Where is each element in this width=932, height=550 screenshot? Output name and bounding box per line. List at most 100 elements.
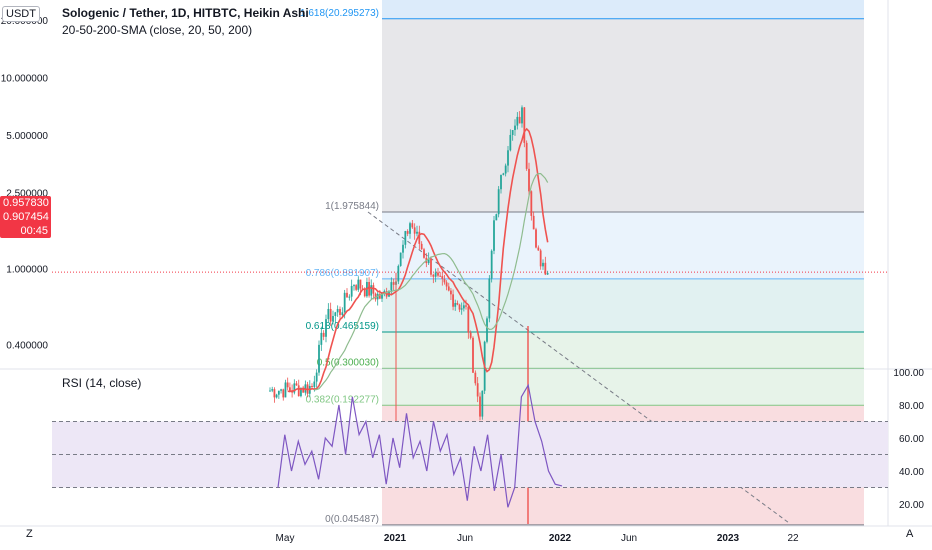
candle-body <box>357 279 360 290</box>
rsi-tick-label: 60.00 <box>899 434 924 445</box>
candle-body <box>525 142 528 169</box>
candle-body <box>420 243 423 250</box>
fib-level-label: 1(1.975844) <box>325 201 379 212</box>
candle-body <box>336 309 339 313</box>
candle-body <box>469 332 472 338</box>
rsi-line <box>277 383 563 508</box>
rsi-tick-label: 80.00 <box>899 401 924 412</box>
candle-body <box>486 318 488 342</box>
price-tick-label: 1.000000 <box>6 265 48 276</box>
candle-body <box>452 294 454 307</box>
rsi-tick-label: 20.00 <box>899 500 924 511</box>
candle-body <box>390 282 393 291</box>
zoom-button[interactable]: Z <box>26 528 33 540</box>
candle-body <box>418 231 421 244</box>
candle-body <box>423 249 425 258</box>
candle-body <box>450 290 452 295</box>
candle-body <box>318 344 320 373</box>
candle-body <box>332 315 334 322</box>
candle-body <box>472 337 474 373</box>
candle-body <box>454 303 457 307</box>
candle-body <box>465 305 467 307</box>
candle-body <box>341 312 344 315</box>
candle-body <box>439 275 442 277</box>
candle-body <box>490 250 493 279</box>
candle-body <box>413 227 416 234</box>
fib-level-label: 0.5(0.300030) <box>317 357 379 368</box>
candle-body <box>409 223 411 234</box>
candle-body <box>537 247 540 251</box>
candle-body <box>539 250 542 267</box>
candle-body <box>277 390 280 395</box>
candle-body <box>523 107 526 143</box>
candle-body <box>288 387 291 391</box>
price-tag-stack: 0.957830 0.907454 00:45 <box>0 196 51 238</box>
candle-body <box>462 305 465 309</box>
candle-body <box>530 191 533 216</box>
candle-body <box>546 273 549 275</box>
sma-20-line <box>287 127 549 393</box>
candle-body <box>521 107 523 124</box>
candle-body <box>443 278 446 283</box>
candle-body <box>493 220 495 251</box>
axes: 20.00000010.0000005.0000002.5000001.0000… <box>1 16 925 544</box>
candle-body <box>404 231 407 245</box>
candle-body <box>516 116 519 126</box>
candle-body <box>297 385 300 397</box>
rsi-panel <box>52 383 888 508</box>
auto-scale-button[interactable]: A <box>906 528 914 540</box>
candle-body <box>416 231 418 234</box>
current-price-tag: 0.957830 <box>3 197 49 209</box>
candle-body <box>293 383 296 393</box>
indicator-legend[interactable]: 20-50-200-SMA (close, 20, 50, 200) <box>62 23 253 37</box>
candle-body <box>406 231 409 234</box>
candle-body <box>481 390 484 417</box>
candle-body <box>402 244 404 253</box>
candle-body <box>504 165 507 174</box>
candle-body <box>327 308 330 320</box>
fib-level-label: 0.618(0.465159) <box>306 321 379 332</box>
candle-body <box>339 309 341 315</box>
candle-body <box>434 272 437 277</box>
candle-body <box>437 272 439 276</box>
fib-zone <box>382 0 864 19</box>
fib-zone <box>382 332 864 369</box>
candle-body <box>430 258 432 275</box>
currency-label[interactable]: USDT <box>2 6 40 22</box>
fib-level-label: 0(0.045487) <box>325 514 379 525</box>
candle-body <box>535 229 537 248</box>
candle-body <box>544 262 547 275</box>
candle-body <box>378 293 381 299</box>
candle-body <box>329 308 332 322</box>
candle-body <box>320 332 323 345</box>
price-tick-label: 5.000000 <box>6 131 48 142</box>
candle-body <box>271 389 274 391</box>
price-tick-label: 10.000000 <box>1 74 49 85</box>
rsi-legend[interactable]: RSI (14, close) <box>62 376 142 390</box>
price-tick-label: 2.500000 <box>6 189 48 200</box>
sma-price-tag: 0.907454 <box>3 211 49 223</box>
time-tick-label: 2023 <box>717 533 740 544</box>
candle-body <box>456 303 459 305</box>
candle-body <box>343 292 346 313</box>
candle-body <box>497 189 500 215</box>
candle-body <box>476 383 479 397</box>
candle-body <box>311 385 313 388</box>
candle-body <box>353 285 355 287</box>
candle-body <box>315 372 318 382</box>
time-tick-label: Jun <box>457 533 473 544</box>
candle-body <box>295 383 298 386</box>
candle-body <box>479 396 481 417</box>
time-tick-label: 2021 <box>384 533 407 544</box>
rsi-tick-label: 100.00 <box>893 368 924 379</box>
candle-body <box>368 281 370 296</box>
candle-body <box>370 285 373 296</box>
candle-body <box>273 389 276 398</box>
time-tick-label: 22 <box>787 533 799 544</box>
candle-body <box>507 150 509 166</box>
candle-body <box>300 387 302 397</box>
candle-body <box>542 262 544 267</box>
candle-body <box>334 312 337 316</box>
fib-zone <box>382 212 864 279</box>
